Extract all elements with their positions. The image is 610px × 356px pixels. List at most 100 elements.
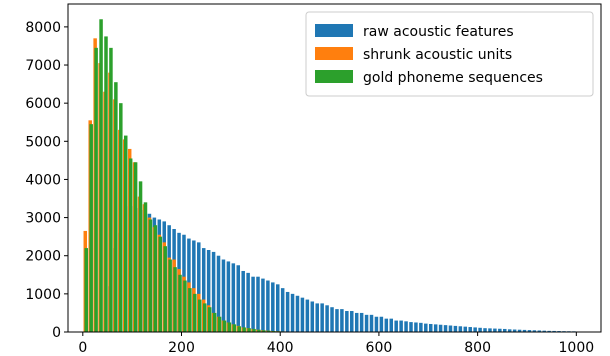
bar-series-1 bbox=[419, 322, 423, 332]
bar-series-1 bbox=[315, 303, 319, 332]
bar-series-1 bbox=[261, 278, 265, 332]
bar-series-3 bbox=[198, 299, 202, 332]
y-tick-label: 5000 bbox=[25, 134, 61, 150]
bar-series-1 bbox=[433, 324, 438, 332]
bar-series-3 bbox=[212, 312, 217, 332]
bar-series-1 bbox=[517, 329, 522, 332]
bar-series-1 bbox=[542, 330, 546, 332]
bar-series-1 bbox=[192, 240, 196, 332]
bar-series-3 bbox=[89, 124, 93, 332]
bar-series-1 bbox=[216, 255, 221, 332]
bar-series-3 bbox=[237, 326, 241, 332]
bar-series-1 bbox=[532, 330, 537, 332]
bar-series-1 bbox=[221, 259, 226, 332]
bar-series-3 bbox=[267, 330, 271, 332]
bar-series-3 bbox=[84, 248, 89, 332]
bar-series-1 bbox=[201, 248, 206, 332]
bar-series-1 bbox=[414, 322, 418, 332]
x-tick-label: 600 bbox=[366, 340, 393, 356]
bar-series-1 bbox=[493, 328, 497, 332]
bar-series-3 bbox=[222, 320, 227, 332]
bar-series-3 bbox=[123, 135, 128, 332]
bar-series-3 bbox=[143, 202, 148, 332]
bar-series-1 bbox=[251, 276, 255, 332]
bar-series-1 bbox=[512, 329, 517, 332]
bar-series-3 bbox=[128, 158, 133, 332]
legend-swatch bbox=[315, 24, 353, 37]
bar-series-1 bbox=[359, 312, 364, 332]
bar-series-1 bbox=[547, 330, 551, 332]
bar-series-1 bbox=[231, 263, 236, 332]
bar-series-3 bbox=[173, 267, 177, 332]
bar-series-1 bbox=[428, 323, 433, 332]
bar-series-3 bbox=[202, 303, 207, 332]
legend-swatch bbox=[315, 70, 353, 83]
bar-series-3 bbox=[193, 293, 197, 332]
x-tick-label: 0 bbox=[78, 340, 87, 356]
bar-series-1 bbox=[537, 330, 542, 332]
bar-series-3 bbox=[178, 274, 182, 332]
bar-series-1 bbox=[458, 326, 463, 332]
bar-series-1 bbox=[295, 295, 300, 332]
legend-box bbox=[305, 11, 594, 97]
bar-series-1 bbox=[364, 314, 369, 332]
bar-series-1 bbox=[522, 329, 527, 332]
y-tick-label: 1000 bbox=[25, 287, 61, 303]
bar-series-1 bbox=[379, 316, 384, 332]
bar-series-3 bbox=[227, 322, 232, 332]
bar-series-3 bbox=[153, 225, 158, 332]
bar-series-1 bbox=[325, 305, 329, 332]
x-tick-label: 400 bbox=[267, 340, 294, 356]
bar-series-1 bbox=[399, 320, 403, 332]
y-tick-label: 3000 bbox=[25, 211, 61, 227]
bar-series-1 bbox=[350, 311, 354, 332]
bar-series-1 bbox=[404, 321, 408, 332]
bar-series-3 bbox=[252, 328, 256, 332]
bar-series-1 bbox=[305, 299, 310, 332]
bar-series-1 bbox=[527, 330, 532, 332]
bar-series-1 bbox=[463, 326, 468, 332]
bar-series-1 bbox=[335, 309, 339, 332]
bar-series-3 bbox=[207, 307, 212, 332]
legend: raw acoustic features shrunk acoustic uni… bbox=[305, 11, 594, 97]
bar-series-1 bbox=[453, 325, 458, 332]
bar-series-1 bbox=[498, 328, 502, 332]
bar-series-1 bbox=[552, 330, 556, 332]
bar-series-1 bbox=[197, 242, 201, 332]
bar-series-1 bbox=[478, 327, 482, 332]
bar-series-3 bbox=[133, 162, 138, 332]
bar-series-1 bbox=[206, 250, 211, 332]
bar-series-1 bbox=[256, 276, 260, 332]
bar-series-3 bbox=[104, 36, 108, 333]
bar-series-1 bbox=[409, 322, 413, 332]
bar-series-3 bbox=[232, 324, 237, 332]
x-tick-label: 800 bbox=[464, 340, 491, 356]
bar-series-3 bbox=[163, 246, 167, 332]
bar-series-1 bbox=[285, 291, 290, 332]
bar-series-1 bbox=[271, 282, 275, 332]
bar-series-3 bbox=[262, 330, 266, 332]
bar-series-1 bbox=[394, 320, 398, 332]
y-tick-label: 8000 bbox=[25, 20, 61, 36]
bar-series-3 bbox=[109, 47, 113, 333]
bar-series-3 bbox=[94, 47, 98, 333]
bar-series-1 bbox=[290, 293, 295, 332]
y-tick-label: 2000 bbox=[25, 249, 61, 265]
bar-series-1 bbox=[330, 307, 334, 332]
y-tick-label: 6000 bbox=[25, 96, 61, 112]
y-tick-label: 7000 bbox=[25, 58, 61, 74]
bar-series-1 bbox=[389, 318, 393, 332]
bar-series-3 bbox=[188, 288, 192, 332]
legend-swatch bbox=[315, 47, 353, 60]
bar-series-1 bbox=[473, 327, 477, 332]
bar-series-1 bbox=[488, 328, 492, 332]
bar-series-1 bbox=[438, 324, 443, 332]
bar-series-1 bbox=[266, 280, 270, 332]
bar-series-1 bbox=[345, 311, 349, 332]
bars-layer bbox=[83, 19, 576, 333]
bar-series-3 bbox=[114, 82, 118, 332]
bar-series-1 bbox=[300, 297, 305, 332]
axes-layer: 0 200 400 600 800 1000 0 1000 2000 3000 4000 5000 60… bbox=[25, 3, 602, 356]
y-tick-label: 0 bbox=[52, 325, 61, 341]
